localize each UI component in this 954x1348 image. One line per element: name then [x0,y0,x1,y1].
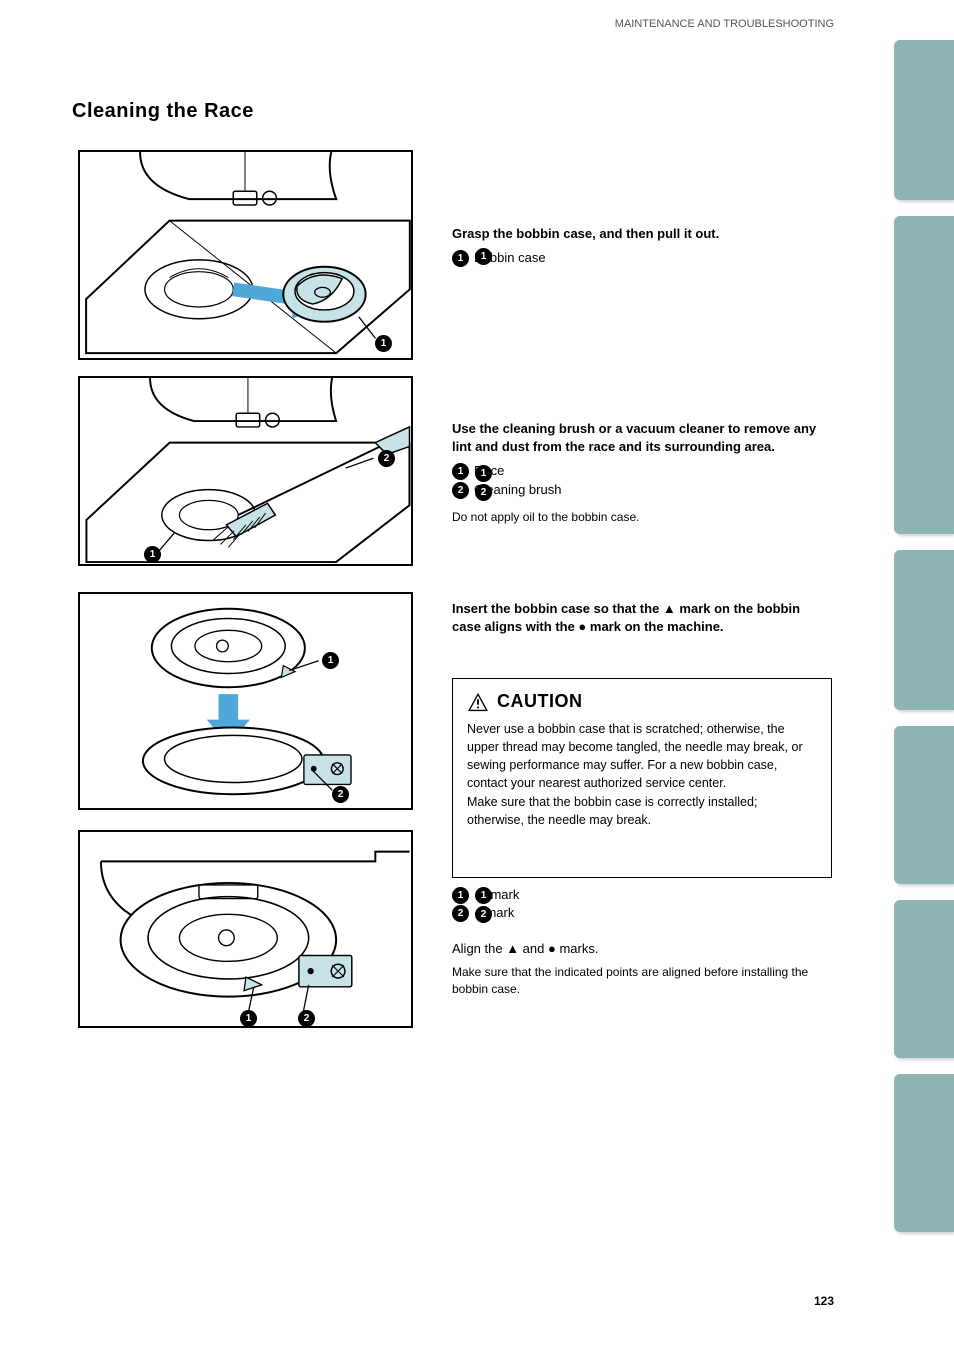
step-4-text: Grasp the bobbin case, and then pull it … [452,226,719,241]
tab-3 [894,550,954,710]
figure-align-marks: 1 2 [78,830,413,1028]
step-6-text: Insert the bobbin case so that the ▲ mar… [452,601,800,634]
step-5: Use the cleaning brush or a vacuum clean… [452,420,832,526]
callout-1-icon: 1 [375,335,392,352]
callout-5b-marker-icon: 2 [475,484,492,501]
figure-insert-bobbin-case: 1 2 [78,592,413,810]
tab-4 [894,726,954,884]
callout-4a-icon: 1 [240,1010,257,1027]
caution-box: CAUTION Never use a bobbin case that is … [452,678,832,878]
warning-icon [467,692,489,712]
figure-clean-race: 1 2 [78,376,413,566]
section-title: Cleaning the Race [72,100,254,123]
callout-4-marker-icon: 1 [475,248,492,265]
callout-2a-icon: 1 [144,546,161,563]
tab-2 [894,216,954,534]
page-header: MAINTENANCE AND TROUBLESHOOTING [0,18,954,30]
callnum-icon: 2 [452,905,469,922]
callnum-icon: 1 [452,887,469,904]
callnum-icon: 1 [452,463,469,480]
figure-remove-bobbin-case: 1 [78,150,413,360]
caution-title: CAUTION [467,691,817,712]
callout-2b-icon: 2 [378,450,395,467]
step-4: 4 Grasp the bobbin case, and then pull i… [452,225,812,267]
side-tabs [894,0,954,1348]
callout-3a-icon: 1 [322,652,339,669]
tab-1 [894,40,954,200]
callout-5a-marker-icon: 1 [475,465,492,482]
step-6b: Align the ▲ and ● marks. Make sure that … [452,940,832,998]
callout-3b-icon: 2 [332,786,349,803]
page-number: 123 [814,1294,834,1308]
legend-6-2: 2 ● mark [474,904,812,922]
callout-4b-icon: 2 [298,1010,315,1027]
legend-4-1: 1 Bobbin case [474,249,812,267]
callout-6b-marker-icon: 2 [475,906,492,923]
callnum-icon: 1 [452,250,469,267]
step-5-text: Use the cleaning brush or a vacuum clean… [452,421,816,454]
callnum-icon: 2 [452,482,469,499]
legend-5-1: 1 Race [474,462,832,480]
step-6b-text: Align the ▲ and ● marks. [452,940,832,958]
step-6: Insert the bobbin case so that the ▲ mar… [452,600,832,642]
legend-5-2: 2 Cleaning brush [474,481,832,499]
step-6b-note: Make sure that the indicated points are … [452,964,832,998]
caution-title-text: CAUTION [497,691,583,712]
tab-5 [894,900,954,1058]
callout-6a-marker-icon: 1 [475,887,492,904]
legend-6-1: 1 ▲ mark [474,886,812,904]
caution-body: Never use a bobbin case that is scratche… [467,720,817,829]
step-6-legend: 1 ▲ mark 2 ● mark [452,886,812,922]
tab-6 [894,1074,954,1232]
step-5-note: Do not apply oil to the bobbin case. [452,509,832,526]
